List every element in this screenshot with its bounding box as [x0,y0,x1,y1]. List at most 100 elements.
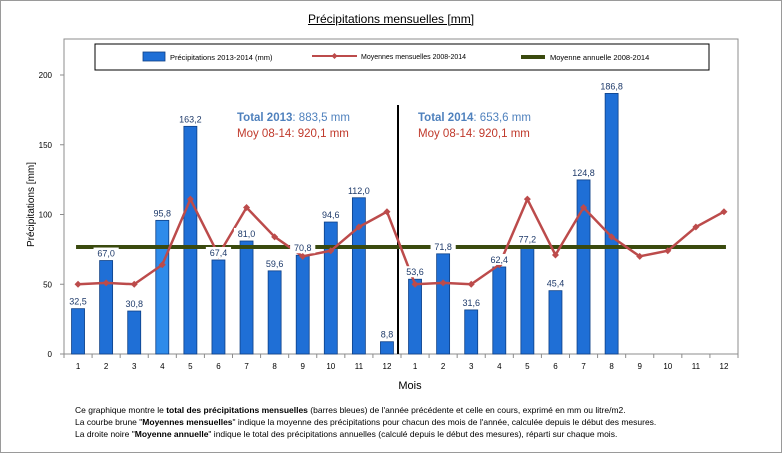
data-label-bg [430,240,456,252]
data-label: 30,8 [125,299,143,309]
footnote-bold: Moyenne annuelle [134,429,209,439]
x-tick-label: 9 [637,362,642,371]
data-label: 186,8 [600,81,623,91]
monthly-mean-point [608,233,616,241]
monthly-mean-point [299,252,307,260]
x-tick-label: 7 [581,362,586,371]
bar-series [71,93,619,355]
monthly-mean-point [551,251,559,259]
data-label-bg [377,328,397,340]
data-label: 77,2 [519,234,537,244]
x-tick-label: 2 [104,362,109,371]
bar [99,260,114,355]
data-label-bg [121,298,147,310]
bar [464,309,479,355]
bar [548,290,563,355]
x-tick-label: 12 [720,362,729,371]
x-tick-label: 3 [132,362,137,371]
bar [267,270,282,355]
footnote-text: La droite noire " [75,429,135,439]
x-tick-label: 9 [300,362,305,371]
legend: Précipitations 2013-2014 (mm) Moyennes me… [94,43,710,71]
footnote-line-1: Ce graphique montre le total des précipi… [75,404,656,416]
data-label-bg [514,233,540,245]
monthly-mean-point [271,233,279,241]
data-label: 59,6 [266,259,284,269]
bar [323,221,338,355]
annotation-total-value: : 883,5 mm [292,112,350,124]
annotation-total-value: : 653,6 mm [473,112,531,124]
footnote-text: (barres bleues) de l'année précédente et… [307,405,626,415]
monthly-mean-point [102,279,110,287]
data-label: 70,8 [294,243,312,253]
bar [436,253,451,355]
bar [408,278,422,355]
x-tick-label: 1 [76,362,81,371]
data-label-bg [596,80,627,92]
monthly-mean-point [720,208,728,216]
bar [604,93,619,355]
monthly-mean-point [636,252,644,260]
x-tick-label: 10 [326,362,335,371]
bar [295,254,310,355]
data-label: 8,8 [381,330,394,340]
data-label: 163,2 [179,114,202,124]
y-tick-label: 200 [39,71,53,80]
data-label-bg [486,253,512,265]
monthly-mean-point [383,208,391,216]
bar [576,179,591,355]
x-tick-label: 3 [469,362,474,371]
y-tick-label: 150 [39,141,53,150]
monthly-mean-point [467,280,475,288]
x-tick-label: 12 [383,362,392,371]
monthly-mean-point [130,280,138,288]
legend-label: Précipitations 2013-2014 (mm) [170,53,273,62]
y-tick-label: 0 [48,350,53,359]
annotation-total-label: Total 2014 [418,112,474,124]
data-label-bg [318,209,344,221]
data-label: 45,4 [547,279,565,289]
footnote-text: Ce graphique montre le [75,405,167,415]
data-label-bg [175,113,206,125]
bar [71,308,85,355]
footnote-line-3: La droite noire "Moyenne annuelle" indiq… [75,428,656,440]
monthly-mean-point [74,280,82,288]
data-label: 67,0 [97,249,115,259]
data-label: 81,0 [238,229,256,239]
x-tick-label: 5 [525,362,530,371]
legend-swatch-bar [142,51,166,62]
data-label-bg [402,266,428,278]
data-label: 95,8 [154,208,172,218]
footnote-text: La courbe brune " [75,417,143,427]
footnote-text: " indique le total des précipitations an… [208,429,618,439]
data-label: 94,6 [322,210,340,220]
y-tick-label: 100 [39,211,53,220]
footnote-line-2: La courbe brune "Moyennes mensuelles" in… [75,416,656,428]
footnote-bold: Moyennes mensuelles [142,417,233,427]
y-axis-title: Précipitations [mm] [26,162,37,247]
x-tick-label: 11 [355,362,364,371]
footnote-text: " indique la moyenne des précipitations … [232,417,657,427]
bar [211,259,226,355]
annotation-moy-left: Moy 08-14: 920,1 mm [237,128,349,140]
monthly-mean-point [664,247,672,255]
x-tick-label: 6 [553,362,558,371]
bar [127,310,142,355]
data-label-bg [65,295,91,307]
footnote-bold: total des précipitations mensuelles [166,405,308,415]
legend-label: Moyennes mensuelles 2008-2014 [361,54,466,61]
monthly-mean-point [580,204,588,212]
x-tick-label: 5 [188,362,193,371]
x-tick-label: 7 [244,362,249,371]
data-labels: 32,5 67,0 30,8 95,8 163,2 67,4 81,0 59,6 70,8 94,… [65,80,627,340]
y-tick-label: 50 [43,280,52,289]
monthly-mean-point [243,204,251,212]
monthly-mean-point [411,280,419,288]
monthly-mean-point [355,223,363,231]
data-label: 62,4 [491,255,509,265]
data-label-bg [262,257,288,269]
data-label-bg [343,184,375,196]
